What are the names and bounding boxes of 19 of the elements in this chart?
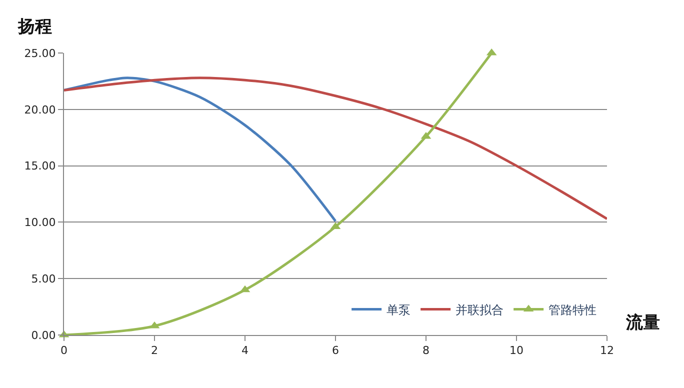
chart-title: 扬程: [17, 17, 52, 37]
x-tick-label: 0: [60, 344, 68, 358]
legend-label: 单泵: [386, 302, 411, 317]
x-tick-label: 2: [151, 344, 158, 358]
legend-label: 并联拟合: [456, 302, 504, 317]
legend-label: 管路特性: [548, 302, 597, 317]
x-tick-label: 10: [510, 344, 524, 358]
x-tick-label: 8: [422, 344, 430, 358]
y-tick-label: 25.00: [24, 46, 56, 60]
y-tick-label: 10.00: [24, 216, 56, 230]
y-tick-label: 0.00: [31, 328, 56, 342]
x-tick-label: 6: [332, 344, 339, 358]
x-tick-label: 4: [242, 344, 248, 358]
x-axis-title: 流量: [625, 313, 660, 333]
y-tick-label: 15.00: [24, 160, 56, 173]
x-tick-label: 12: [600, 344, 614, 358]
y-tick-label: 5.00: [31, 272, 56, 286]
line-series: [64, 76, 337, 222]
y-tick-label: 20.00: [24, 103, 56, 116]
